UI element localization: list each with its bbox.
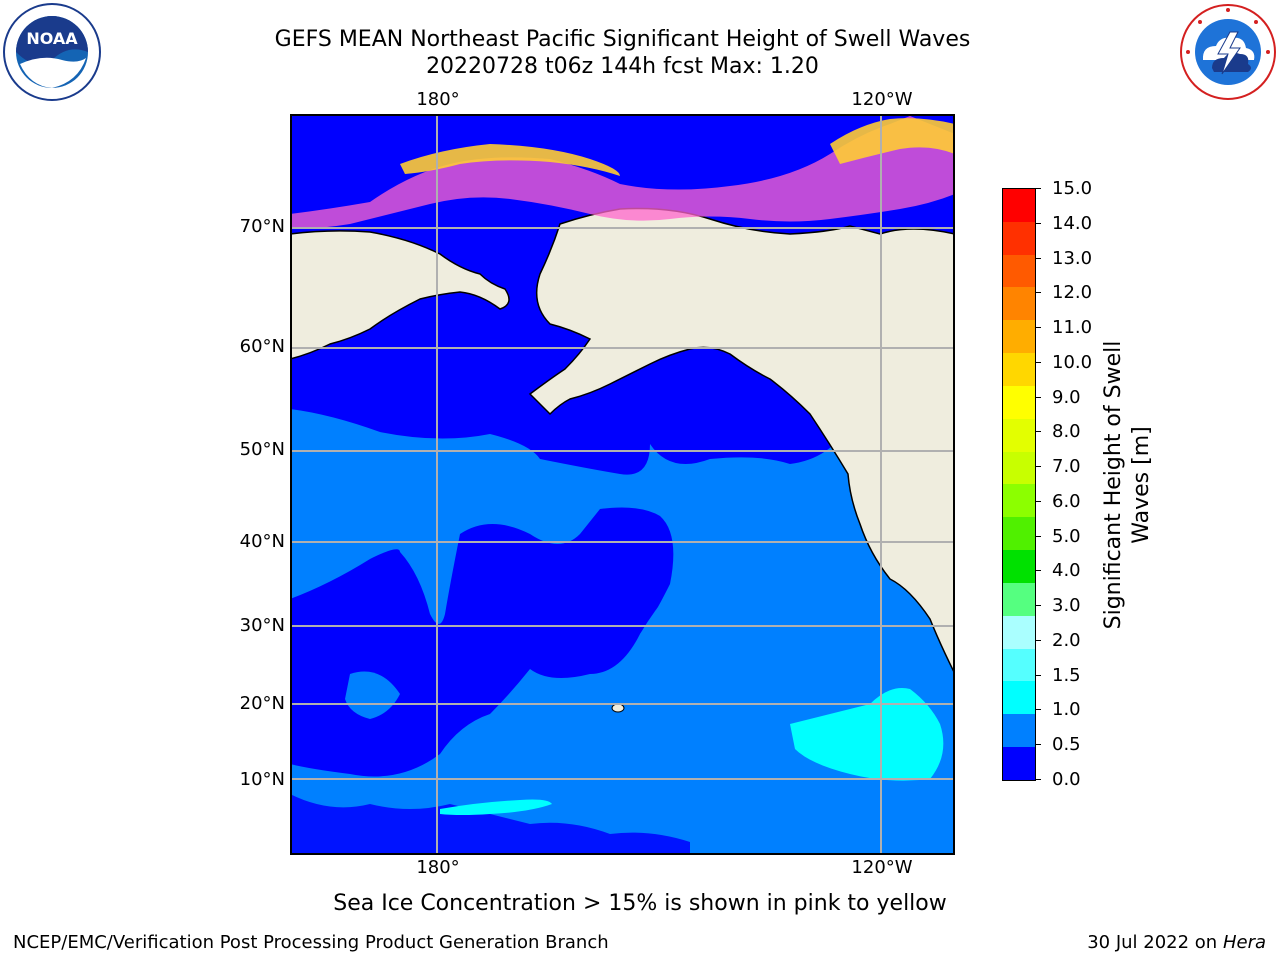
lat-label-40n: 40°N [239,531,285,552]
colorbar-tick-mark [1035,535,1041,537]
noaa-logo: NOAA [3,3,101,101]
colorbar-tick-mark [1035,431,1041,433]
swell-low-south [290,794,690,855]
colorbar-tick-mark [1035,744,1041,746]
colorbar-segment [1003,189,1035,222]
colorbar-tick-label: 0.0 [1052,769,1081,790]
footer-host: Hera [1222,932,1266,953]
colorbar-tick-mark [1035,257,1041,259]
colorbar-tick-mark [1035,466,1041,468]
land-hawaii [611,703,625,713]
colorbar-tick-label: 11.0 [1052,317,1093,339]
colorbar-tick-label: 12.0 [1052,282,1093,304]
colorbar-tick-mark [1035,709,1041,711]
colorbar-segment [1003,221,1035,255]
colorbar-segment [1003,582,1035,616]
colorbar-tick-label: 2.0 [1052,629,1081,651]
swell-mid-west [345,671,400,719]
colorbar-tick-mark [1035,779,1041,780]
colorbar-tick-label: 13.0 [1052,247,1093,269]
colorbar-tick-label: 1.0 [1052,699,1081,721]
svg-text:NOAA: NOAA [26,29,78,48]
colorbar-segment [1003,418,1035,452]
lat-label-20n: 20°N [239,693,285,714]
chart-subtitle: 20220728 t06z 144h fcst Max: 1.20 [426,54,819,79]
lat-label-50n: 50°N [239,439,285,460]
graticule [290,114,955,855]
lon-label-bottom-120w: 120°W [851,857,913,878]
sea-ice-pink [290,116,955,229]
lat-label-10n: 10°N [239,769,285,790]
colorbar-tick-mark [1035,292,1041,294]
lon-label-top-180: 180° [416,89,460,110]
colorbar-segment [1003,517,1035,551]
colorbar-tick-mark [1035,605,1041,607]
colorbar-segment [1003,320,1035,354]
colorbar-segment [1003,451,1035,485]
footer-credit: NCEP/EMC/Verification Post Processing Pr… [13,932,609,953]
footer-date: 30 Jul 2022 on Hera [1087,932,1266,953]
lon-label-top-120w: 120°W [851,89,913,110]
colorbar-tick-mark [1035,674,1041,676]
lat-label-60n: 60°N [239,336,285,357]
colorbar-tick-mark [1035,188,1041,189]
colorbar-tick-label: 1.5 [1052,664,1081,686]
colorbar-tick-mark [1035,639,1041,641]
colorbar-tick-label: 10.0 [1052,351,1093,373]
nws-logo [1180,4,1276,100]
footer-date-text: 30 Jul 2022 on [1087,932,1218,953]
colorbar-segment [1003,648,1035,682]
colorbar-tick-label: 15.0 [1052,178,1093,199]
colorbar-segment [1003,484,1035,518]
colorbar-segment [1003,287,1035,321]
colorbar-tick-mark [1035,222,1041,224]
lat-label-30n: 30°N [239,615,285,636]
colorbar-tick-label: 0.5 [1052,734,1081,756]
lon-label-bottom-180: 180° [416,857,460,878]
colorbar-tick-label: 6.0 [1052,490,1081,512]
colorbar-tick-label: 3.0 [1052,595,1081,617]
colorbar-segment [1003,385,1035,419]
colorbar-segment [1003,353,1035,386]
colorbar-tick-mark [1035,500,1041,502]
colorbar-segment [1003,681,1035,715]
colorbar-tick-mark [1035,327,1041,329]
lat-label-70n: 70°N [239,216,285,237]
colorbar-tick-label: 5.0 [1052,525,1081,547]
colorbar [1002,188,1036,781]
colorbar-tick-label: 8.0 [1052,421,1081,443]
swell-high-southeast [790,688,944,781]
colorbar-segment [1003,714,1035,748]
map-caption: Sea Ice Concentration > 15% is shown in … [333,891,947,916]
colorbar-tick-label: 4.0 [1052,560,1081,582]
chart-title: GEFS MEAN Northeast Pacific Significant … [274,27,971,52]
colorbar-segment [1003,615,1035,649]
colorbar-tick-label: 14.0 [1052,212,1093,234]
sea-ice-yellow-east [830,118,955,164]
colorbar-tick-mark [1035,570,1041,572]
sea-ice-yellow [400,144,620,176]
land-siberia [290,230,510,360]
colorbar-tick-mark [1035,361,1041,363]
swell-high-south [440,799,552,815]
colorbar-segment [1003,254,1035,288]
colorbar-tick-label: 9.0 [1052,386,1081,408]
map-plot [290,114,955,855]
colorbar-tick-label: 7.0 [1052,456,1081,478]
colorbar-title: Significant Height of Swell Waves [m] [1101,340,1154,630]
colorbar-segment [1003,747,1035,780]
map-frame [290,114,955,855]
colorbar-tick-mark [1035,396,1041,398]
land-north-america [528,207,955,675]
colorbar-segment [1003,550,1035,583]
